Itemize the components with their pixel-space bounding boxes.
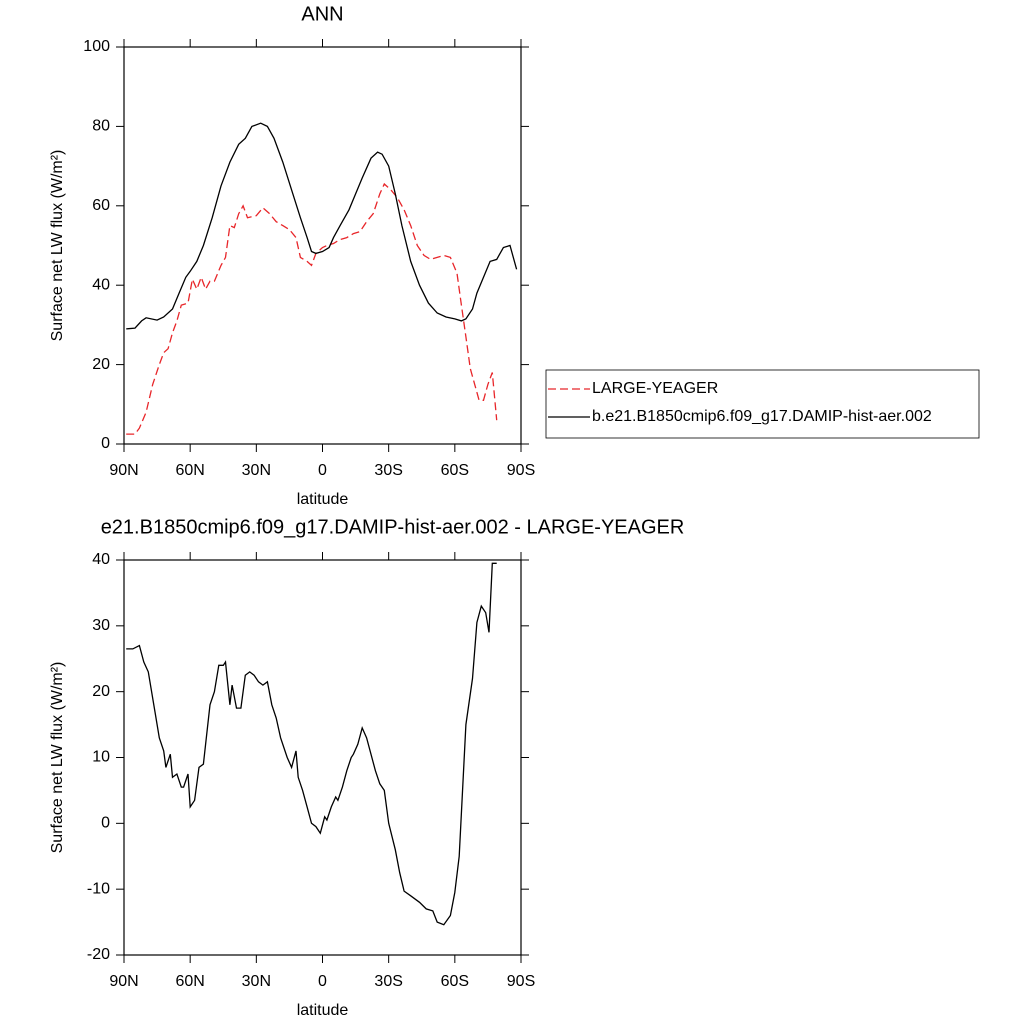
x-tick-label: 30N [242,462,271,479]
x-tick-label: 60S [441,973,469,990]
y-tick-label: 80 [92,118,110,135]
x-tick-label: 90N [109,462,138,479]
data-line [126,562,497,926]
y-tick-label: 20 [92,356,110,373]
y-tick-label: 20 [92,683,110,700]
x-tick-label: 60N [175,462,204,479]
x-tick-label: 60N [175,973,204,990]
x-axis-label: latitude [297,1002,349,1019]
data-line [126,122,518,330]
y-tick-label: 0 [101,435,110,452]
chart-title: ANN [301,3,343,25]
x-tick-label: 0 [318,462,327,479]
y-tick-label: 30 [92,617,110,634]
y-axis-label: Surface net LW flux (W/m²) [49,150,66,342]
x-tick-label: 90S [507,973,535,990]
y-tick-label: 0 [101,815,110,832]
data-line [126,182,498,435]
y-tick-label: 40 [92,551,110,568]
legend-box [545,369,980,439]
x-tick-label: 30S [374,973,402,990]
plot-frame [123,559,522,956]
y-tick-label: 10 [92,749,110,766]
x-tick-label: 0 [318,973,327,990]
x-tick-label: 90N [109,973,138,990]
legend-label: LARGE-YEAGER [592,380,718,397]
chart-title: e21.B1850cmip6.f09_g17.DAMIP-hist-aer.00… [101,516,685,538]
plot-frame [123,46,522,445]
y-tick-label: 40 [92,276,110,293]
x-tick-label: 90S [507,462,535,479]
y-tick-label: -20 [87,946,110,963]
x-tick-label: 30S [374,462,402,479]
x-axis-label: latitude [297,491,349,508]
y-tick-label: 100 [83,38,110,55]
y-tick-label: 60 [92,197,110,214]
y-tick-label: -10 [87,880,110,897]
x-tick-label: 60S [441,462,469,479]
x-tick-label: 30N [242,973,271,990]
legend-label: b.e21.B1850cmip6.f09_g17.DAMIP-hist-aer.… [592,408,932,425]
y-axis-label: Surface net LW flux (W/m²) [49,662,66,854]
